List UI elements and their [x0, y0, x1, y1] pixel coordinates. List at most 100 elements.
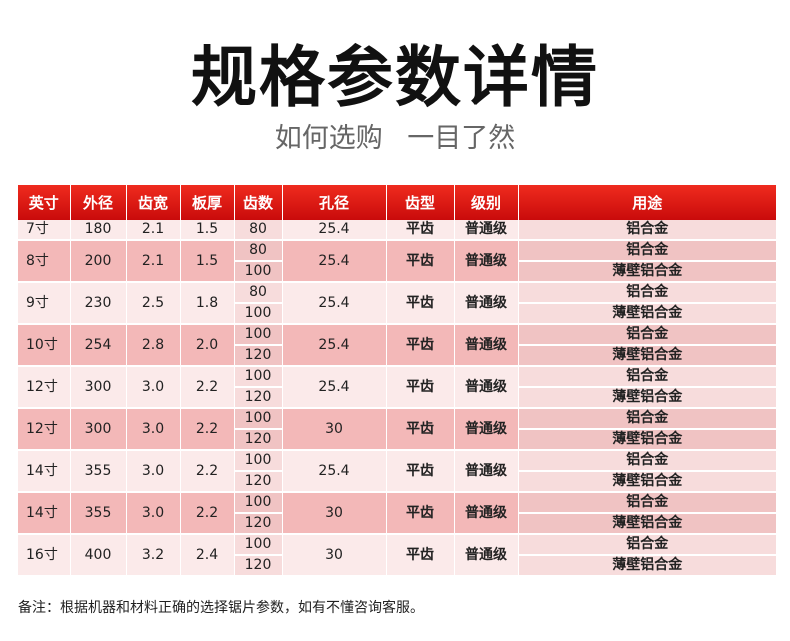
cell-plate: 1.8: [180, 282, 235, 325]
header-tooth-type: 齿型: [386, 185, 455, 220]
cell-grade: 普通级: [454, 366, 519, 409]
spec-table-body: 7寸 180 2.1 1.5 80 25.4 平齿 普通级 铝合金 8寸 200 2.1 1.5 80 25…: [18, 220, 776, 577]
cell-plate: 1.5: [180, 220, 235, 241]
cell-outer-diameter: 180: [70, 220, 127, 241]
cell-usage: 铝合金: [518, 408, 776, 430]
cell-teeth: 100: [234, 261, 283, 283]
cell-tooth-type: 平齿: [386, 240, 455, 283]
cell-usage: 薄壁铝合金: [518, 261, 776, 283]
table-row: 120 薄壁铝合金: [18, 513, 776, 535]
cell-teeth: 100: [234, 534, 283, 556]
header-plate: 板厚: [180, 185, 235, 220]
cell-outer-diameter: 355: [70, 492, 127, 535]
subtitle-part-2: 一目了然: [407, 123, 516, 154]
header-usage: 用途: [518, 185, 776, 220]
cell-usage: 薄壁铝合金: [518, 303, 776, 325]
table-row: 12寸 300 3.0 2.2 100 30 平齿 普通级 铝合金: [18, 408, 776, 451]
table-row: 10寸 254 2.8 2.0 100 25.4 平齿 普通级 铝合金: [18, 324, 776, 367]
cell-bore: 25.4: [282, 366, 387, 409]
table-row: 120 薄壁铝合金: [18, 345, 776, 367]
cell-usage: 铝合金: [518, 450, 776, 472]
cell-usage: 薄壁铝合金: [518, 387, 776, 409]
cell-inch: 9寸: [18, 282, 71, 325]
cell-kerf: 2.1: [126, 220, 181, 241]
table-row: 14寸 355 3.0 2.2 100 30 平齿 普通级 铝合金: [18, 492, 776, 535]
cell-teeth: 100: [234, 492, 283, 514]
cell-usage: 薄壁铝合金: [518, 555, 776, 577]
cell-grade: 普通级: [454, 282, 519, 325]
cell-usage: 铝合金: [518, 220, 776, 241]
cell-plate: 2.4: [180, 534, 235, 577]
cell-kerf: 3.2: [126, 534, 181, 577]
table-row: 12寸 300 3.0 2.2 100 25.4 平齿 普通级 铝合金: [18, 366, 776, 409]
cell-inch: 10寸: [18, 324, 71, 367]
cell-outer-diameter: 400: [70, 534, 127, 577]
cell-plate: 2.2: [180, 408, 235, 451]
cell-tooth-type: 平齿: [386, 492, 455, 535]
cell-kerf: 3.0: [126, 366, 181, 409]
table-row: 120 薄壁铝合金: [18, 471, 776, 493]
cell-tooth-type: 平齿: [386, 282, 455, 325]
subtitle-part-1: 如何选购: [274, 123, 383, 154]
cell-teeth: 120: [234, 429, 283, 451]
table-row: 120 薄壁铝合金: [18, 429, 776, 451]
cell-teeth: 120: [234, 387, 283, 409]
page-subtitle: 如何选购 一目了然: [0, 122, 790, 156]
header-teeth: 齿数: [234, 185, 283, 220]
cell-teeth: 80: [234, 240, 283, 262]
cell-outer-diameter: 200: [70, 240, 127, 283]
cell-tooth-type: 平齿: [386, 324, 455, 367]
cell-teeth: 120: [234, 513, 283, 535]
cell-tooth-type: 平齿: [386, 366, 455, 409]
cell-grade: 普通级: [454, 534, 519, 577]
header-outer-diameter: 外径: [70, 185, 127, 220]
cell-teeth: 100: [234, 366, 283, 388]
table-row: 14寸 355 3.0 2.2 100 25.4 平齿 普通级 铝合金: [18, 450, 776, 493]
header-grade: 级别: [454, 185, 519, 220]
cell-teeth: 120: [234, 471, 283, 493]
cell-bore: 25.4: [282, 240, 387, 283]
table-row: 120 薄壁铝合金: [18, 387, 776, 409]
cell-usage: 铝合金: [518, 324, 776, 346]
cell-outer-diameter: 300: [70, 366, 127, 409]
cell-bore: 30: [282, 408, 387, 451]
cell-bore: 30: [282, 492, 387, 535]
cell-teeth: 120: [234, 345, 283, 367]
cell-teeth: 100: [234, 450, 283, 472]
cell-tooth-type: 平齿: [386, 220, 455, 241]
cell-grade: 普通级: [454, 220, 519, 241]
cell-usage: 薄壁铝合金: [518, 513, 776, 535]
footnote: 备注：根据机器和材料正确的选择锯片参数，如有不懂咨询客服。: [18, 600, 424, 616]
cell-plate: 1.5: [180, 240, 235, 283]
cell-plate: 2.2: [180, 492, 235, 535]
cell-bore: 30: [282, 534, 387, 577]
cell-kerf: 2.1: [126, 240, 181, 283]
cell-inch: 8寸: [18, 240, 71, 283]
table-row: 16寸 400 3.2 2.4 100 30 平齿 普通级 铝合金: [18, 534, 776, 577]
cell-teeth: 100: [234, 303, 283, 325]
cell-usage: 铝合金: [518, 240, 776, 262]
table-row: 100 薄壁铝合金: [18, 303, 776, 325]
cell-teeth: 100: [234, 408, 283, 430]
cell-tooth-type: 平齿: [386, 408, 455, 451]
page-title: 规格参数详情: [191, 39, 599, 116]
table-row: 120 薄壁铝合金: [18, 555, 776, 577]
cell-tooth-type: 平齿: [386, 534, 455, 577]
cell-teeth: 80: [234, 220, 283, 241]
cell-inch: 12寸: [18, 408, 71, 451]
cell-inch: 12寸: [18, 366, 71, 409]
cell-grade: 普通级: [454, 324, 519, 367]
cell-kerf: 2.5: [126, 282, 181, 325]
table-header-row: 英寸 外径 齿宽 板厚 齿数 孔径 齿型 级别 用途: [18, 185, 776, 220]
cell-inch: 14寸: [18, 492, 71, 535]
cell-bore: 25.4: [282, 282, 387, 325]
cell-kerf: 3.0: [126, 408, 181, 451]
cell-outer-diameter: 254: [70, 324, 127, 367]
cell-kerf: 3.0: [126, 492, 181, 535]
header-kerf: 齿宽: [126, 185, 181, 220]
cell-usage: 铝合金: [518, 282, 776, 304]
table-row: 7寸 180 2.1 1.5 80 25.4 平齿 普通级 铝合金: [18, 220, 776, 241]
cell-plate: 2.2: [180, 450, 235, 493]
cell-usage: 铝合金: [518, 492, 776, 514]
cell-inch: 16寸: [18, 534, 71, 577]
